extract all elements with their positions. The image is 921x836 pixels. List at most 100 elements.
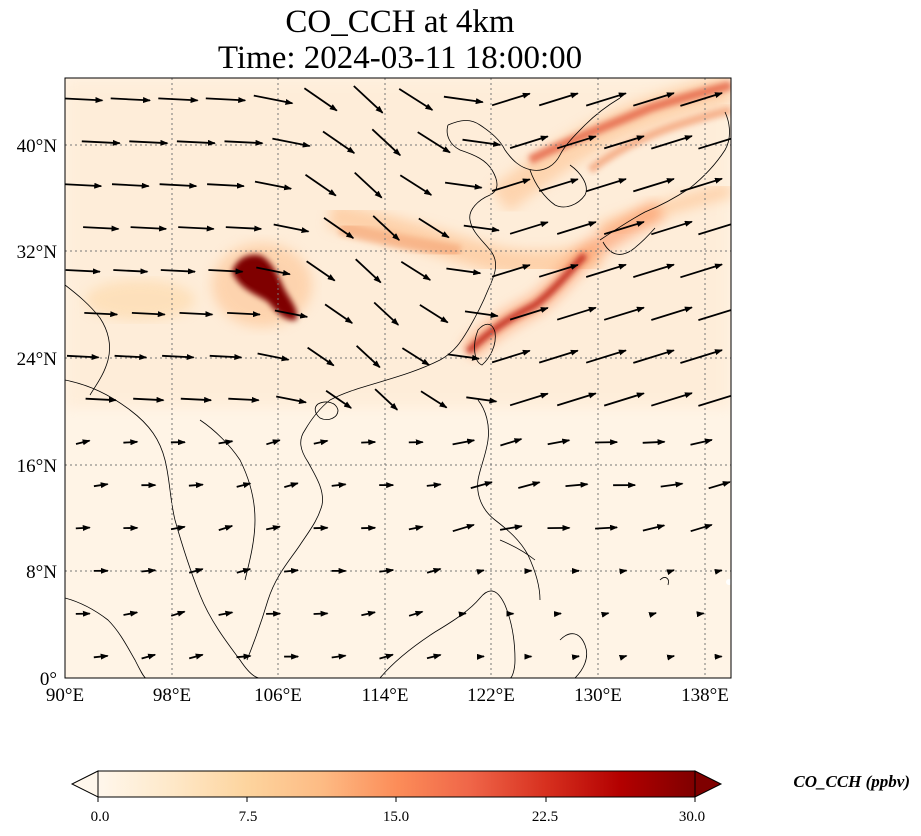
wind-arrow <box>518 481 541 489</box>
wind-arrow <box>476 569 485 575</box>
colorbar-tick-label: 7.5 <box>239 809 258 825</box>
wind-arrow <box>131 311 166 318</box>
wind-arrow <box>361 439 377 446</box>
wind-arrow <box>400 260 432 281</box>
wind-arrow <box>547 438 571 446</box>
wind-arrow <box>509 307 549 321</box>
wind-arrow <box>708 481 731 490</box>
wind-arrow <box>188 653 204 660</box>
colorbar-title: CO_CCH (ppbv) <box>793 772 910 791</box>
wind-arrow <box>680 92 723 107</box>
wind-arrow <box>418 217 450 239</box>
y-tick-label: 24°N <box>17 349 58 370</box>
wind-arrow <box>556 392 597 407</box>
wind-arrow <box>444 181 483 190</box>
wind-arrow <box>371 128 401 156</box>
wind-arrow <box>180 396 213 403</box>
wind-arrow <box>408 610 424 617</box>
wind-arrow <box>698 309 731 321</box>
wind-arrow <box>426 653 442 660</box>
wind-arrow <box>304 173 337 197</box>
x-tick-label: 114°E <box>362 685 409 706</box>
wind-arrow <box>666 569 675 576</box>
wind-arrow <box>401 347 430 366</box>
wind-arrow <box>680 349 723 364</box>
wind-arrow <box>274 309 309 319</box>
wind-arrow <box>417 131 451 154</box>
wind-arrow <box>129 139 169 146</box>
wind-arrow <box>466 396 498 404</box>
wind-arrow <box>462 138 502 147</box>
wind-arrow <box>354 171 383 199</box>
wind-arrow <box>379 567 395 574</box>
map-title-line1: CO_CCH at 4km <box>285 4 515 40</box>
y-axis-ticks: 0° 8°N 16°N 24°N 32°N 40°N <box>17 136 58 690</box>
colorbar-tick-label: 15.0 <box>383 809 409 825</box>
wind-arrow <box>355 258 382 284</box>
wind-arrow <box>565 481 589 488</box>
x-tick-label: 98°E <box>153 685 191 706</box>
wind-arrow <box>266 439 281 446</box>
wind-arrow <box>256 266 291 276</box>
wind-arrow <box>538 178 579 192</box>
colorbar-tick-label: 22.5 <box>532 809 558 825</box>
coastlines <box>65 97 730 678</box>
wind-arrow <box>65 182 103 189</box>
wind-arrow <box>426 482 442 489</box>
wind-arrow <box>227 311 261 318</box>
wind-arrow <box>603 392 645 407</box>
wind-arrow <box>141 567 157 574</box>
colorbar-gradient <box>98 771 695 797</box>
wind-arrow <box>355 345 381 368</box>
wind-arrow <box>113 268 149 275</box>
wind-arrow <box>207 182 245 189</box>
wind-arrow <box>273 223 310 234</box>
wind-arrow <box>509 392 549 407</box>
wind-arrow <box>446 267 482 276</box>
wind-arrow <box>651 220 693 236</box>
y-tick-label: 0° <box>40 669 57 690</box>
wind-arrow <box>284 482 299 489</box>
wind-arrow <box>538 264 579 278</box>
x-tick-label: 122°E <box>467 685 515 706</box>
wind-arrow <box>419 304 449 324</box>
y-tick-label: 16°N <box>17 456 58 477</box>
map-title-line2: Time: 2024-03-11 18:00:00 <box>217 40 583 76</box>
x-tick-label: 130°E <box>574 685 622 706</box>
wind-arrow <box>470 481 493 489</box>
wind-arrow <box>159 182 198 189</box>
wind-arrow <box>83 225 120 232</box>
wind-arrow <box>585 263 627 278</box>
wind-arrow <box>463 224 500 233</box>
wind-arrow <box>257 352 290 362</box>
wind-arrow <box>306 260 336 282</box>
wind-arrow <box>509 221 549 235</box>
wind-arrow <box>680 177 723 193</box>
wind-arrow <box>361 610 376 617</box>
wind-arrow <box>556 135 597 150</box>
wind-arrow <box>188 482 204 489</box>
wind-arrow <box>123 610 139 617</box>
wind-arrow <box>660 481 684 488</box>
wind-arrow <box>500 438 523 447</box>
wind-arrow <box>85 396 117 403</box>
colorbar: 0.0 7.5 15.0 22.5 30.0 CO_CCH (ppbv) <box>70 770 910 825</box>
wind-arrow <box>272 137 311 148</box>
wind-arrow <box>458 611 467 618</box>
wind-arrow <box>374 388 399 411</box>
y-tick-label: 40°N <box>17 136 58 157</box>
wind-arrow <box>690 438 713 446</box>
colorbar-tick-label: 30.0 <box>679 809 705 825</box>
wind-arrow <box>651 306 693 321</box>
wind-arrow <box>110 97 151 104</box>
wind-arrow <box>372 215 400 241</box>
wind-arrow <box>178 225 215 232</box>
wind-arrow <box>619 568 628 575</box>
wind-arrow <box>188 567 204 574</box>
wind-arrow <box>141 653 157 660</box>
wind-arrow <box>307 346 335 367</box>
wind-arrow <box>313 439 329 446</box>
wind-arrow <box>66 354 100 361</box>
wind-arrow <box>158 97 199 104</box>
